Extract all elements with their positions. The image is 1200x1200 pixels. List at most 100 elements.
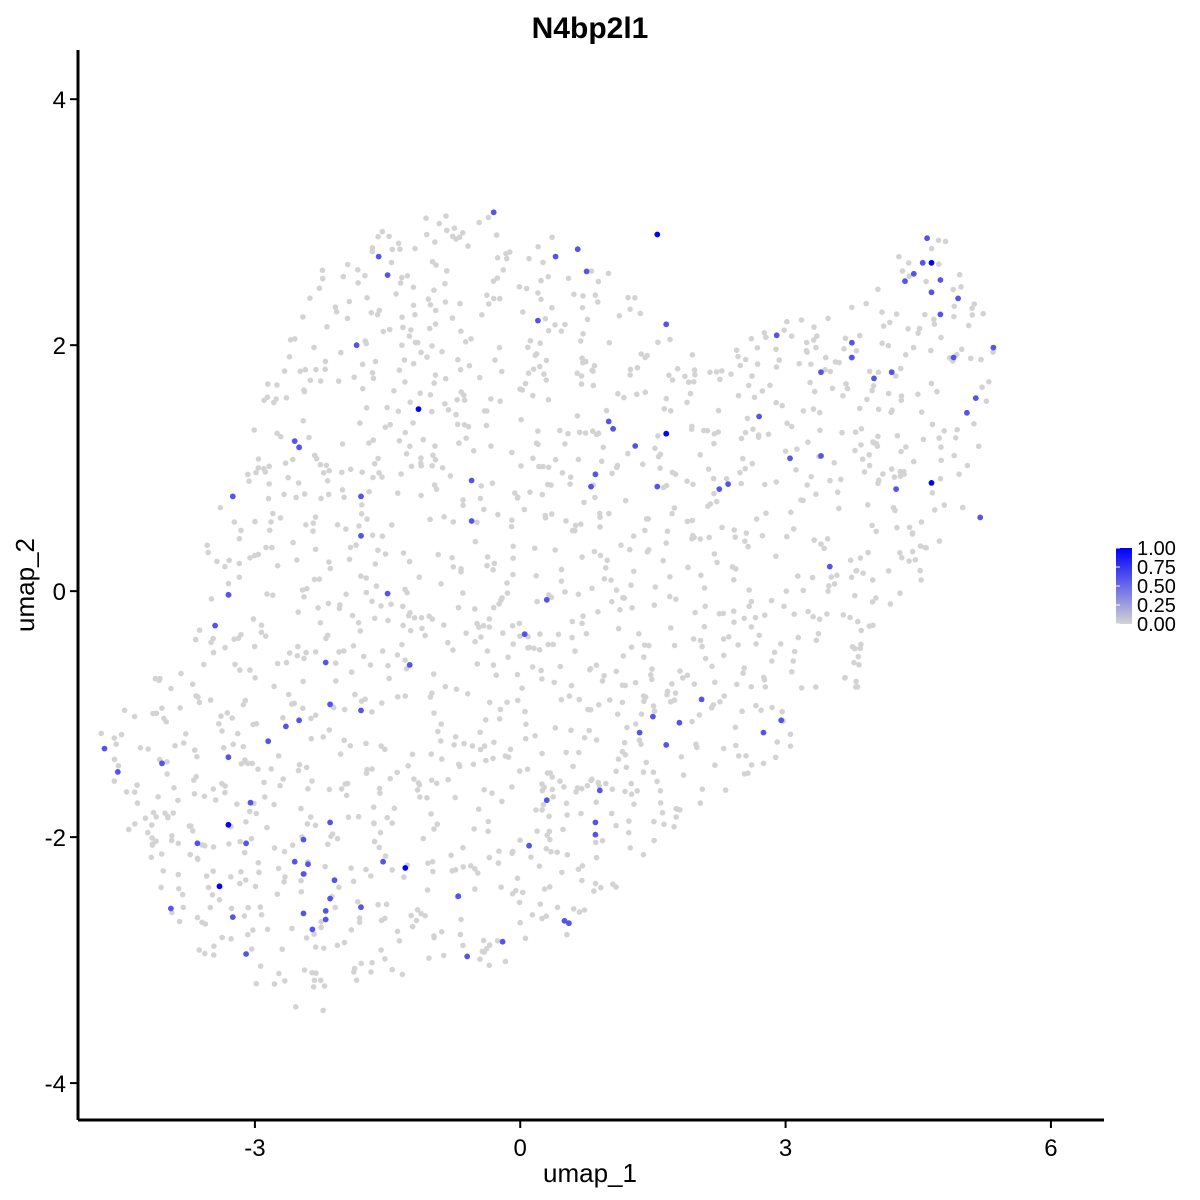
cell-point: [379, 228, 386, 235]
cell-point: [832, 359, 839, 365]
cell-point: [355, 619, 362, 626]
cell-point: [538, 277, 544, 284]
cell-point: [761, 330, 768, 336]
cell-point: [347, 466, 354, 473]
cell-point: [791, 648, 798, 655]
cell-point: [187, 851, 193, 858]
cell-point: [723, 476, 730, 482]
cell-point: [274, 382, 280, 388]
x-tick-label: 3: [779, 1135, 792, 1162]
cell-point: [579, 863, 586, 869]
cell-point: [345, 814, 352, 820]
cell-point: [210, 649, 217, 656]
cell-point: [831, 581, 838, 587]
expressing-cell-point: [592, 471, 599, 478]
cell-point: [304, 585, 310, 592]
cell-point: [256, 869, 262, 876]
cell-point: [429, 258, 436, 265]
cell-point: [313, 455, 320, 462]
cell-point: [870, 440, 877, 446]
cell-point: [646, 642, 652, 649]
cell-point: [754, 361, 761, 367]
y-tick-label: 4: [53, 87, 66, 114]
cell-point: [258, 629, 265, 636]
cell-point: [853, 348, 860, 354]
cell-point: [609, 470, 615, 477]
cell-point: [245, 760, 251, 767]
cell-point: [318, 919, 325, 925]
cell-point: [759, 388, 766, 394]
expressing-cell-point: [950, 354, 957, 361]
cell-point: [121, 707, 128, 714]
expressing-cell-point: [552, 253, 559, 260]
cell-point: [738, 435, 745, 442]
cell-point: [897, 365, 904, 372]
cell-point: [685, 564, 691, 571]
expressing-cell-point: [296, 717, 302, 724]
cell-point: [494, 275, 501, 281]
cell-point: [351, 969, 357, 975]
cell-point: [794, 446, 800, 452]
cell-point: [429, 858, 436, 865]
cell-point: [407, 443, 413, 450]
cell-point: [898, 448, 904, 455]
cell-point: [699, 643, 705, 650]
expressing-cell-point: [468, 518, 475, 524]
cell-point: [176, 918, 183, 925]
cell-point: [545, 641, 551, 648]
cell-point: [266, 463, 273, 470]
cell-point: [238, 527, 244, 534]
cell-point: [576, 696, 583, 703]
cell-point: [240, 701, 247, 708]
cell-point: [210, 952, 217, 958]
cell-point: [450, 564, 457, 570]
cell-point: [552, 322, 558, 328]
cell-point: [858, 426, 865, 432]
cell-point: [709, 663, 715, 670]
cell-point: [441, 622, 447, 628]
cell-point: [383, 901, 390, 908]
cell-point: [516, 620, 523, 627]
cell-point: [433, 486, 440, 493]
cell-point: [990, 349, 996, 355]
expressing-cell-point: [384, 590, 391, 597]
cell-point: [714, 559, 720, 566]
cell-point: [311, 977, 318, 984]
cell-point: [531, 645, 537, 651]
cell-point: [640, 769, 647, 775]
cell-point: [269, 544, 275, 551]
expressing-cell-point: [225, 591, 232, 598]
cell-point: [289, 842, 296, 848]
cell-point: [175, 840, 182, 847]
expressing-cell-point: [698, 696, 705, 703]
cell-point: [479, 312, 485, 318]
cell-point: [400, 622, 406, 629]
cell-point: [817, 427, 823, 434]
cell-point: [462, 339, 469, 345]
cell-point: [418, 455, 424, 461]
cell-point: [402, 379, 408, 385]
cell-point: [427, 302, 434, 308]
cell-point: [979, 384, 985, 391]
cell-point: [339, 441, 346, 447]
cell-point: [795, 573, 801, 579]
cell-point: [629, 605, 635, 611]
cell-point: [442, 280, 448, 287]
cell-point: [787, 731, 794, 738]
cell-point: [376, 470, 382, 476]
cell-point: [671, 642, 678, 649]
cell-point: [368, 310, 375, 316]
cell-point: [669, 377, 676, 383]
cell-point: [388, 259, 395, 266]
cell-point: [418, 614, 425, 621]
cell-point: [343, 591, 349, 598]
cell-point: [490, 604, 497, 611]
cell-point: [535, 290, 541, 296]
cell-point: [671, 824, 677, 830]
cell-point: [132, 821, 138, 827]
cell-point: [210, 868, 216, 874]
cell-point: [262, 469, 269, 475]
cell-point: [379, 700, 385, 706]
cell-point: [287, 337, 294, 343]
cell-point: [450, 647, 456, 653]
